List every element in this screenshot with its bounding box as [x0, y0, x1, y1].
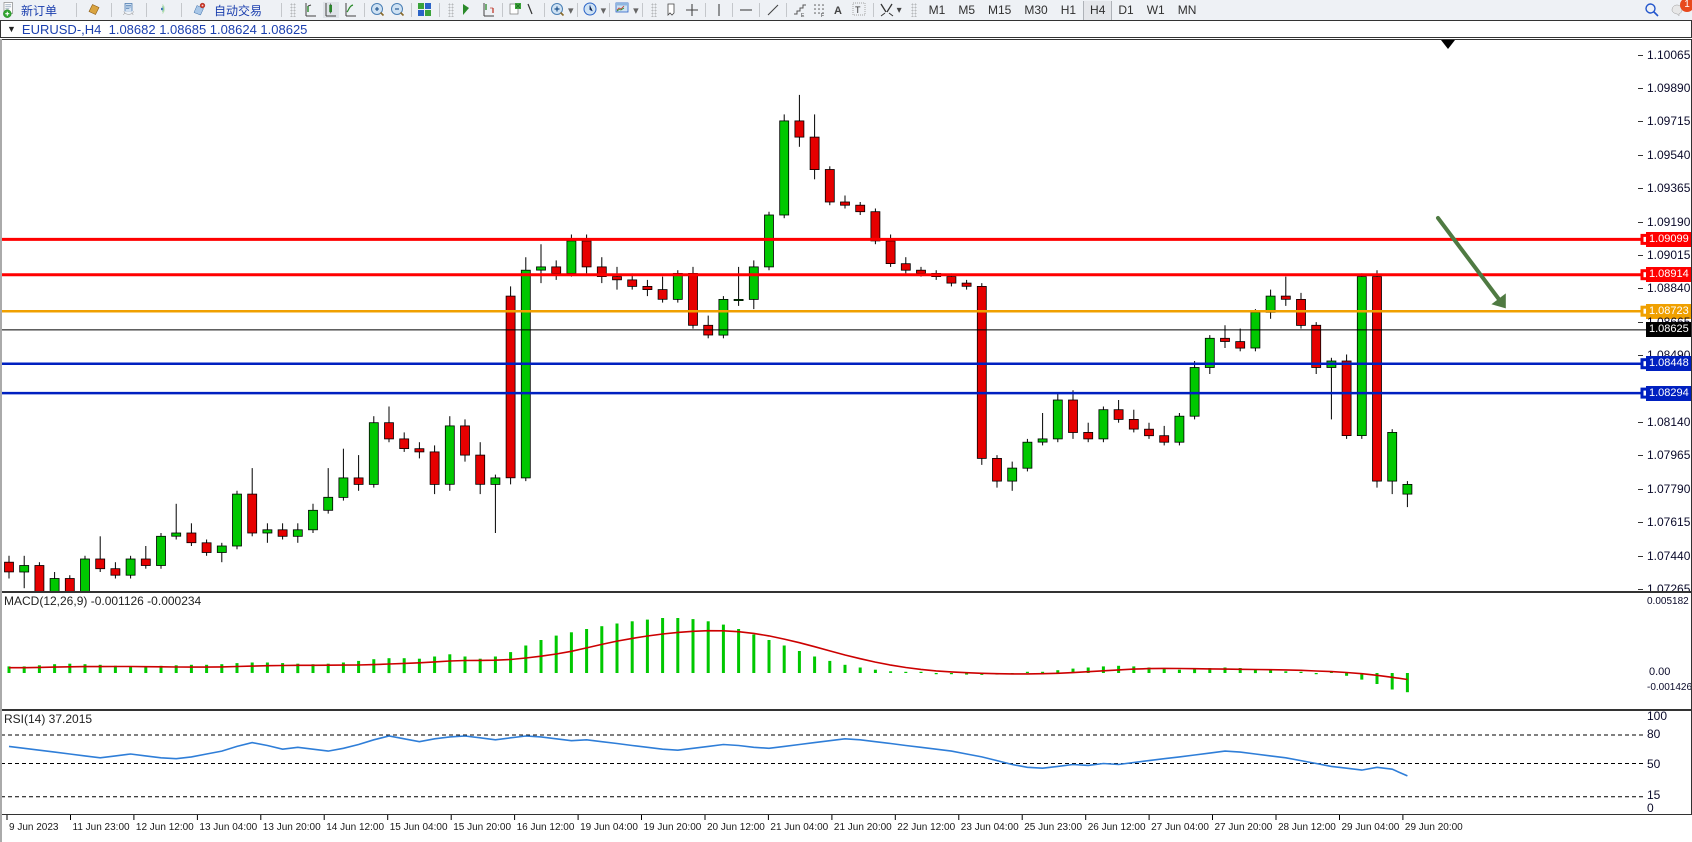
svg-text:A: A [834, 5, 842, 17]
svg-text:F: F [821, 13, 824, 18]
svg-text:E: E [801, 13, 805, 18]
svg-text:T: T [855, 5, 861, 15]
